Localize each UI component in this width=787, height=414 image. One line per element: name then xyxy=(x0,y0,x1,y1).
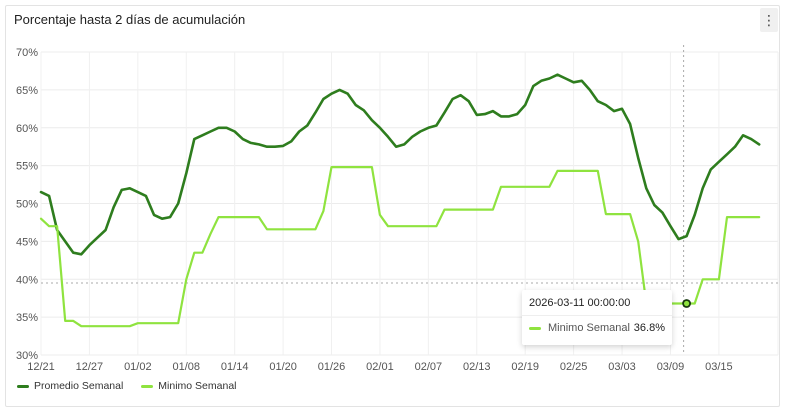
series-line-promedio xyxy=(39,73,761,256)
x-tick-label: 01/14 xyxy=(221,361,249,373)
tooltip-value: 36.8% xyxy=(633,322,665,334)
y-tick-label: 30% xyxy=(16,350,38,362)
x-tick-label: 01/20 xyxy=(269,361,297,373)
x-tick-label: 03/15 xyxy=(705,361,733,373)
legend-swatch-minimo xyxy=(141,384,154,388)
chart-card: Porcentaje hasta 2 días de acumulación ⋮ xyxy=(5,5,780,407)
legend-swatch-promedio xyxy=(17,384,29,388)
y-tick-label: 65% xyxy=(16,85,38,97)
x-tick-label: 02/25 xyxy=(560,361,588,373)
kebab-menu-button[interactable]: ⋮ xyxy=(760,8,778,32)
y-tick-label: 45% xyxy=(16,236,38,248)
x-tick-label: 03/03 xyxy=(608,361,636,373)
x-tick-label: 03/09 xyxy=(657,361,685,373)
tooltip-date: 2026-03-11 00:00:00 xyxy=(522,290,672,316)
legend-item-promedio[interactable]: Promedio Semanal xyxy=(17,380,123,392)
x-tick-label: 02/07 xyxy=(415,361,443,373)
x-tick-label: 01/26 xyxy=(318,361,346,373)
legend-item-minimo[interactable]: Minimo Semanal xyxy=(141,380,237,392)
legend: Promedio Semanal Minimo Semanal xyxy=(17,380,237,392)
tooltip-series: Minimo Semanal xyxy=(548,322,630,334)
x-tick-label: 02/19 xyxy=(511,361,539,373)
series-line-minimo xyxy=(39,166,761,328)
kebab-menu-icon: ⋮ xyxy=(762,12,776,28)
hover-point-marker xyxy=(682,299,691,308)
y-tick-label: 50% xyxy=(16,199,38,211)
legend-label-minimo: Minimo Semanal xyxy=(158,380,237,392)
legend-label-promedio: Promedio Semanal xyxy=(34,380,124,392)
y-tick-label: 40% xyxy=(16,274,38,286)
x-tick-label: 01/02 xyxy=(124,361,152,373)
tooltip-swatch xyxy=(529,326,541,330)
x-tick-label: 12/21 xyxy=(27,361,55,373)
x-tick-label: 02/01 xyxy=(366,361,394,373)
y-tick-label: 35% xyxy=(16,312,38,324)
tooltip: 2026-03-11 00:00:00 Minimo Semanal 36.8% xyxy=(522,290,672,345)
x-tick-label: 01/08 xyxy=(172,361,200,373)
y-tick-label: 70% xyxy=(16,47,38,59)
y-tick-label: 60% xyxy=(16,123,38,135)
y-tick-label: 55% xyxy=(16,161,38,173)
x-tick-label: 02/13 xyxy=(463,361,491,373)
x-tick-label: 12/27 xyxy=(76,361,104,373)
tooltip-row: Minimo Semanal 36.8% xyxy=(522,316,672,340)
chart-title: Porcentaje hasta 2 días de acumulación xyxy=(14,12,246,27)
